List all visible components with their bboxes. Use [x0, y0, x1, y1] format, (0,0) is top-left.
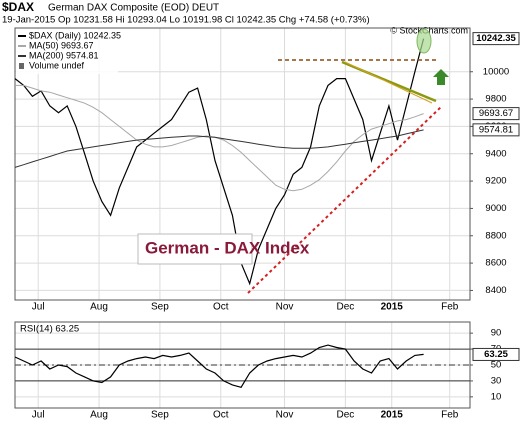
y-tick-label: 9000 — [485, 203, 506, 214]
legend-label: $DAX (Daily) 10242.35 — [29, 30, 121, 40]
annotation-box — [137, 233, 253, 265]
resistance-trendline-inner — [344, 61, 433, 104]
chart-title: $DAX — [2, 0, 34, 14]
last-value-box — [472, 32, 520, 46]
x-tick-label: Nov — [276, 410, 294, 421]
x-tick-label: Oct — [213, 410, 229, 421]
x-tick-label: Dec — [336, 410, 354, 421]
y-tick-label: 10000 — [483, 66, 509, 77]
x-tick-label: 2015 — [381, 410, 404, 421]
y-tick-label: 50 — [491, 360, 502, 371]
y-tick-label: 10 — [491, 391, 502, 402]
x-tick-label: Aug — [90, 302, 108, 313]
x-tick-label: Jul — [32, 410, 45, 421]
legend-box — [16, 29, 118, 74]
y-tick-label: 90 — [491, 328, 502, 339]
up-arrow — [433, 69, 449, 85]
last-value-label: 9574.81 — [479, 124, 513, 135]
legend-label: MA(200) 9574.81 — [29, 50, 99, 60]
y-tick-label: 8400 — [485, 285, 506, 296]
last-value-box — [472, 123, 520, 137]
y-tick-label: 8800 — [485, 230, 506, 241]
legend-swatch — [19, 63, 24, 69]
annotations: German - DAX Index — [137, 28, 449, 294]
x-tick-label: 2015 — [381, 302, 404, 313]
legend-label: MA(50) 9693.67 — [29, 40, 94, 50]
y-tick-label: 9400 — [485, 148, 506, 159]
x-tick-label: Sep — [151, 410, 169, 421]
support-trendline — [247, 105, 443, 294]
x-tick-label: Nov — [276, 302, 294, 313]
last-value-box — [472, 347, 520, 361]
x-tick-label: Sep — [151, 302, 169, 313]
series-line — [14, 344, 424, 388]
chart-subtitle: German DAX Composite (EOD) DEUT — [48, 3, 219, 14]
series-line — [14, 129, 424, 168]
quote-line: 19-Jan-2015 Op 10231.58 Hi 10293.04 Lo 1… — [2, 15, 370, 26]
highlight — [416, 28, 432, 54]
y-tick-label: 9200 — [485, 176, 506, 187]
rsi-panel: JulAugSepOctNovDec2015Feb103050709063.25 — [14, 321, 520, 421]
y-tick-label: 9800 — [485, 94, 506, 105]
y-tick-label: 8600 — [485, 258, 506, 269]
y-tick-label: 30 — [491, 375, 502, 386]
last-value-label: 9693.67 — [479, 108, 513, 119]
x-tick-label: Feb — [441, 410, 459, 421]
panel-frame — [14, 27, 471, 301]
legend-label: Volume undef — [29, 60, 85, 70]
x-tick-label: Aug — [90, 410, 108, 421]
last-value-box — [472, 107, 520, 121]
series-line — [14, 38, 425, 286]
x-tick-label: Jul — [32, 302, 45, 313]
panel-frame — [14, 321, 471, 409]
resistance-trendline — [341, 60, 437, 103]
rsi-title: RSI(14) 63.25 — [20, 324, 79, 335]
annotation-label: German - DAX Index — [145, 238, 310, 257]
x-tick-label: Feb — [441, 302, 459, 313]
x-tick-label: Dec — [336, 302, 354, 313]
series-line — [15, 84, 424, 192]
credit: © StockCharts.com — [390, 25, 468, 35]
last-value-label: 10242.35 — [476, 33, 516, 44]
x-tick-label: Oct — [213, 302, 229, 313]
last-value-label: 63.25 — [484, 349, 508, 360]
